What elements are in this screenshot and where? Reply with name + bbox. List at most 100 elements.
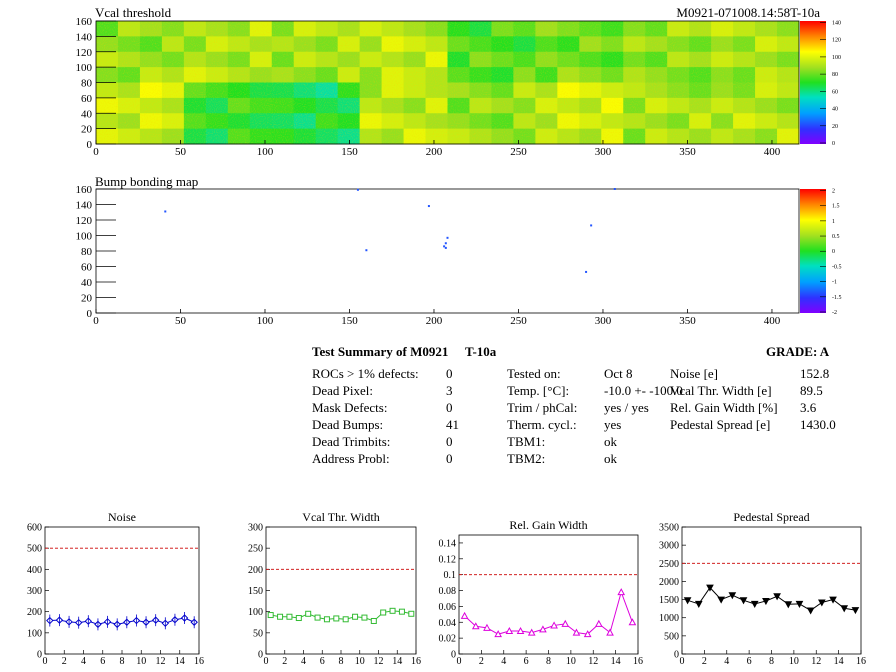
vcal-cell <box>293 21 317 37</box>
vcal-cell <box>337 67 361 83</box>
vcal-cell <box>513 67 536 83</box>
vcal-cell <box>447 21 470 37</box>
summary-value: yes <box>604 417 622 432</box>
x-tick-label: 10 <box>136 656 146 667</box>
data-point <box>380 609 387 616</box>
x-tick-label: 300 <box>595 146 612 158</box>
y-tick-label: 0.06 <box>439 602 457 613</box>
vcal-cell <box>557 82 580 99</box>
vcal-cell <box>491 36 514 53</box>
x-tick-label: 8 <box>546 656 551 667</box>
summary-label: Mask Defects: <box>312 400 388 415</box>
x-tick-label: 12 <box>811 656 821 667</box>
vcal-cell <box>755 67 778 83</box>
vcal-cell <box>535 97 558 114</box>
vcal-cell <box>205 21 229 37</box>
summary-value: yes / yes <box>604 400 649 415</box>
x-tick-label: 4 <box>81 656 86 667</box>
dead-bump-point <box>444 242 447 245</box>
vcal-cell <box>403 113 427 130</box>
y-tick-label: 0 <box>37 650 42 661</box>
y-tick-label: 2500 <box>659 559 679 570</box>
vcal-cell <box>689 82 712 99</box>
y-tick-label: 120 <box>76 215 93 227</box>
vcal-cell <box>579 67 602 83</box>
summary-label: Trim / phCal: <box>507 400 578 415</box>
vcal-cell <box>403 97 427 114</box>
y-tick-label: 0 <box>87 308 93 320</box>
series-line <box>687 586 856 612</box>
summary-chart-title: Pedestal Spread <box>733 510 809 524</box>
y-tick-label: 140 <box>76 200 93 212</box>
vcal-cell <box>139 36 163 53</box>
data-point <box>561 619 570 627</box>
vcal-cell <box>557 21 580 37</box>
vcal-cell <box>579 128 602 145</box>
vcal-cell <box>491 51 514 68</box>
vcal-cell <box>777 51 800 68</box>
x-tick-label: 0 <box>93 146 99 158</box>
vcal-cell <box>755 51 778 68</box>
x-tick-label: 14 <box>175 656 185 667</box>
vcal-cell <box>491 82 514 99</box>
data-point <box>851 607 860 615</box>
vcal-cell <box>96 67 119 83</box>
y-tick-label: 60 <box>81 93 93 105</box>
bump-map-title: Bump bonding map <box>95 174 198 189</box>
data-point <box>583 630 592 638</box>
vcal-cell <box>733 97 756 114</box>
data-point <box>728 592 737 600</box>
vcal-cell <box>535 128 558 145</box>
vcal-cell <box>96 36 119 53</box>
series-line <box>49 617 195 625</box>
y-tick-label: 3000 <box>659 541 679 552</box>
vcal-cell <box>205 97 229 114</box>
x-tick-label: 200 <box>426 315 443 327</box>
data-point <box>370 617 377 624</box>
vcal-cell <box>447 67 470 83</box>
x-tick-label: 12 <box>156 656 166 667</box>
summary-label: Tested on: <box>507 366 561 381</box>
summary-temp-tag: T-10a <box>465 344 497 359</box>
vcal-cell <box>227 51 251 68</box>
y-tick-label: 20 <box>81 124 93 136</box>
x-tick-label: 12 <box>374 656 384 667</box>
summary-heading: Test Summary of M0921 <box>312 344 449 359</box>
summary-value: ok <box>604 451 617 466</box>
vcal-cell <box>315 67 339 83</box>
vcal-cell <box>96 113 119 130</box>
vcal-color-scale <box>800 21 826 144</box>
x-tick-label: 12 <box>588 656 598 667</box>
vcal-cell <box>117 51 141 68</box>
x-tick-label: 2 <box>62 656 67 667</box>
vcal-map-title: Vcal threshold <box>95 5 172 20</box>
x-tick-label: 10 <box>355 656 365 667</box>
vcal-cell <box>161 67 185 83</box>
vcal-cell <box>733 128 756 145</box>
y-tick-label: 2000 <box>659 577 679 588</box>
vcal-cell <box>117 113 141 130</box>
vcal-cell <box>447 51 470 68</box>
vcal-cell <box>689 128 712 145</box>
vcal-cell <box>96 51 119 68</box>
vcal-cell <box>711 82 734 99</box>
module-id-label: M0921-071008.14:58T-10a <box>676 5 820 20</box>
vcal-cell <box>645 67 668 83</box>
vcal-cell <box>183 128 207 145</box>
summary-value: 0 <box>446 434 453 449</box>
summary-value: 1430.0 <box>800 417 836 432</box>
x-tick-label: 6 <box>747 656 752 667</box>
vcal-cell <box>337 113 361 130</box>
vcal-cell <box>315 113 339 130</box>
vcal-cell <box>755 128 778 145</box>
vcal-cell <box>117 67 141 83</box>
summary-value: -10.0 +- -100.0 <box>604 383 683 398</box>
y-tick-label: 50 <box>253 628 263 639</box>
vcal-cell <box>271 97 295 114</box>
bump-map-points <box>164 188 616 273</box>
data-point <box>606 628 614 636</box>
vcal-cell <box>337 97 361 114</box>
y-tick-label: 1000 <box>659 613 679 624</box>
vcal-cell <box>469 67 492 83</box>
